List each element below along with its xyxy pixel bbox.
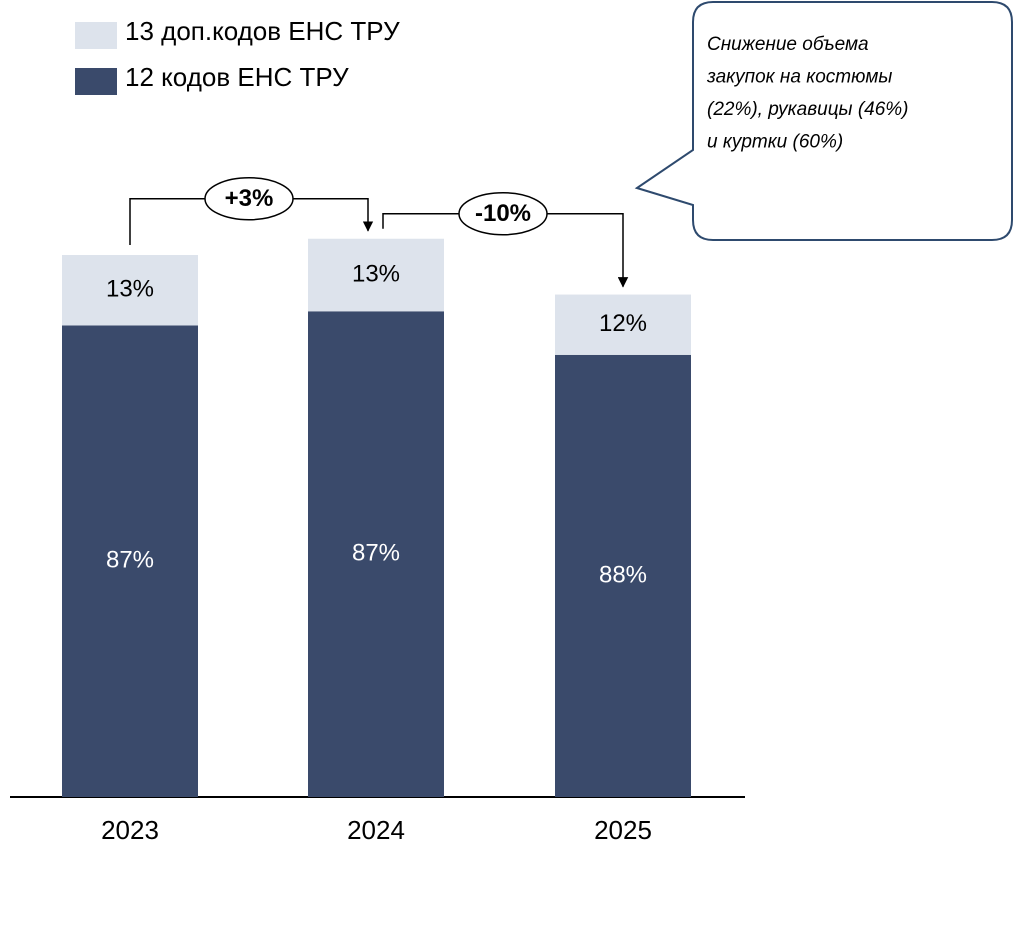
change-badge bbox=[458, 191, 548, 236]
bar-segment bbox=[62, 325, 198, 797]
bar-segment bbox=[308, 238, 444, 312]
data-label: 13% bbox=[352, 260, 400, 287]
x-tick-label: 2024 bbox=[347, 815, 405, 845]
change-label: -10% bbox=[475, 200, 531, 227]
bar-segment bbox=[308, 311, 444, 797]
legend-swatch bbox=[75, 22, 117, 49]
x-tick-label: 2025 bbox=[594, 815, 652, 845]
data-label: 87% bbox=[106, 547, 154, 574]
x-tick-label: 2023 bbox=[101, 815, 159, 845]
change-badge bbox=[204, 176, 294, 221]
bar-segment bbox=[62, 255, 198, 326]
data-label: 87% bbox=[352, 540, 400, 567]
legend-label: 12 кодов ЕНС ТРУ bbox=[125, 62, 349, 92]
data-label: 88% bbox=[599, 561, 647, 588]
data-label: 12% bbox=[599, 310, 647, 337]
bar-segment bbox=[555, 294, 691, 355]
bar-segment bbox=[555, 354, 691, 797]
callout-text: и куртки (60%) bbox=[707, 132, 843, 153]
legend-label: 13 доп.кодов ЕНС ТРУ bbox=[125, 16, 400, 46]
callout-text: (22%), рукавицы (46%) bbox=[707, 99, 909, 120]
data-label: 13% bbox=[106, 276, 154, 303]
callout-text: закупок на костюмы bbox=[706, 67, 892, 88]
legend-swatch bbox=[75, 68, 117, 95]
callout-box bbox=[634, 1, 1013, 241]
change-label: +3% bbox=[225, 185, 274, 212]
callout-text: Снижение объема bbox=[707, 34, 869, 55]
